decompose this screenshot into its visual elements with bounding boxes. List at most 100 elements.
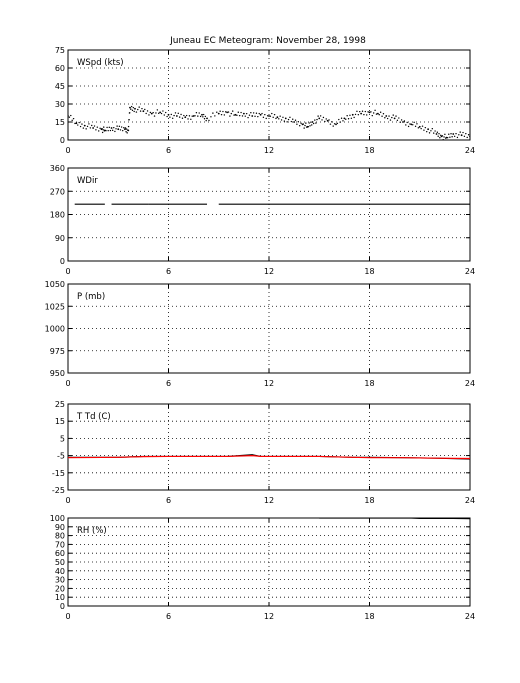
data-point [430, 130, 432, 132]
data-point [450, 133, 452, 135]
data-point [204, 115, 207, 118]
data-point [101, 131, 104, 134]
data-point [124, 128, 126, 131]
y-tick-label: 180 [50, 211, 65, 220]
data-point [392, 114, 394, 116]
x-tick-label: 18 [364, 267, 374, 276]
data-point [294, 119, 297, 121]
data-point [433, 132, 435, 134]
data-point [128, 112, 131, 114]
data-point [119, 129, 122, 131]
x-tick-label: 6 [166, 267, 171, 276]
data-point [102, 129, 104, 131]
series-group [319, 518, 470, 520]
data-point [441, 135, 444, 137]
data-point [333, 123, 336, 125]
data-point [466, 136, 468, 139]
data-point [467, 134, 470, 136]
data-point [300, 122, 302, 124]
data-point [78, 121, 80, 124]
data-point [417, 127, 420, 129]
data-point [208, 119, 210, 122]
data-point [439, 137, 441, 139]
data-point [456, 136, 459, 139]
y-tick-label: 90 [55, 234, 65, 243]
data-point [370, 111, 372, 113]
data-point [111, 129, 114, 132]
data-point [98, 130, 100, 132]
data-point [418, 125, 421, 128]
data-point [449, 136, 451, 138]
data-point [252, 112, 255, 114]
data-point [317, 115, 319, 117]
y-tick-label: 40 [55, 567, 65, 576]
data-point [210, 116, 212, 118]
y-tick-label: 90 [55, 523, 65, 532]
data-point [92, 127, 95, 129]
data-point [133, 110, 135, 113]
data-point [325, 118, 327, 120]
data-point [109, 129, 112, 132]
data-point [169, 116, 171, 118]
data-point [331, 121, 333, 123]
y-tick-label: -15 [52, 469, 65, 478]
data-point [381, 115, 383, 117]
data-point [421, 125, 424, 127]
data-point [110, 127, 113, 129]
data-point [74, 122, 76, 125]
data-point [131, 109, 134, 112]
panel-label: WDir [77, 176, 98, 186]
data-point [122, 129, 124, 132]
data-point [316, 118, 318, 121]
data-point [451, 136, 453, 138]
data-point [264, 113, 266, 116]
data-point [81, 123, 83, 125]
data-point [173, 114, 175, 117]
data-point [79, 125, 82, 128]
data-point [247, 116, 249, 119]
data-point [126, 132, 128, 134]
data-point [372, 112, 375, 114]
data-point [446, 137, 449, 139]
x-tick-label: 6 [166, 612, 171, 621]
data-point [167, 113, 170, 116]
data-point [160, 112, 163, 115]
data-point [391, 116, 393, 119]
data-point [214, 115, 216, 117]
data-point [238, 114, 241, 117]
y-tick-label: -25 [52, 486, 65, 495]
data-point [458, 134, 460, 136]
data-point [134, 107, 136, 110]
x-tick-label: 24 [465, 612, 475, 621]
data-point [280, 119, 283, 121]
data-point [273, 113, 276, 116]
data-point [166, 115, 168, 118]
data-point [420, 127, 422, 130]
x-tick-label: 24 [465, 267, 475, 276]
series-group [68, 454, 470, 460]
y-tick-label: 20 [55, 584, 65, 593]
y-tick-label: 270 [50, 187, 65, 196]
data-point [148, 114, 150, 116]
data-point [138, 106, 140, 108]
data-point [463, 135, 466, 138]
panel-4: -25 -15 -5 5 15 25 0 6 12 18 24 T Td (C) [52, 400, 475, 505]
x-tick-label: 0 [65, 379, 70, 388]
data-point [375, 113, 378, 115]
data-point [266, 115, 269, 117]
data-point [227, 111, 230, 113]
data-point [469, 135, 470, 138]
data-point [311, 124, 313, 126]
x-tick-label: 0 [65, 496, 70, 505]
y-tick-label: 0 [60, 602, 65, 611]
y-tick-label: 975 [50, 347, 65, 356]
data-point [400, 119, 403, 121]
data-point [436, 131, 439, 133]
data-point [212, 112, 214, 114]
data-point [326, 119, 329, 122]
data-point [312, 122, 315, 125]
data-point [120, 126, 123, 128]
data-point [428, 132, 431, 134]
series-group [68, 105, 470, 140]
data-point [439, 134, 442, 136]
